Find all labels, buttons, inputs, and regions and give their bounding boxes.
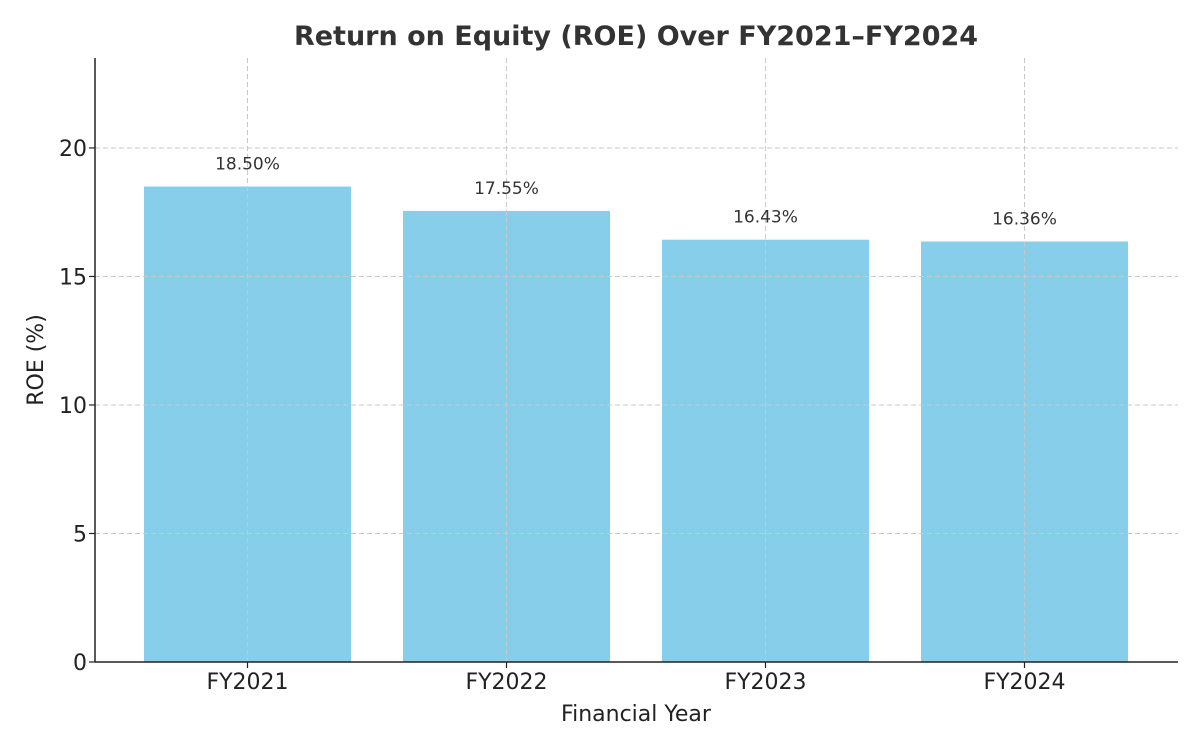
data-label-fy2022: 17.55% bbox=[474, 179, 539, 199]
x-ticks: FY2021 FY2022 FY2023 FY2024 bbox=[206, 662, 1066, 695]
x-tick-label: FY2021 bbox=[206, 670, 288, 695]
data-labels: 18.50% 17.55% 16.43% 16.36% bbox=[215, 155, 1057, 230]
x-tick-label: FY2024 bbox=[983, 670, 1065, 695]
bars bbox=[144, 186, 1128, 663]
y-tick-label: 10 bbox=[59, 394, 87, 419]
y-tick-label: 0 bbox=[73, 651, 87, 676]
x-tick-label: FY2022 bbox=[465, 670, 547, 695]
y-tick-label: 20 bbox=[59, 137, 87, 162]
grid-lines bbox=[95, 58, 1178, 662]
y-tick-label: 5 bbox=[73, 522, 87, 547]
data-label-fy2023: 16.43% bbox=[733, 208, 798, 228]
chart-title: Return on Equity (ROE) Over FY2021–FY202… bbox=[294, 21, 978, 52]
y-axis-label: ROE (%) bbox=[24, 314, 49, 406]
axes bbox=[94, 58, 1178, 663]
x-tick-label: FY2023 bbox=[724, 670, 806, 695]
y-tick-label: 15 bbox=[59, 265, 87, 290]
y-ticks: 0 5 10 15 20 bbox=[59, 137, 95, 676]
data-label-fy2024: 16.36% bbox=[992, 210, 1057, 230]
x-axis-label: Financial Year bbox=[561, 702, 712, 727]
data-label-fy2021: 18.50% bbox=[215, 155, 280, 175]
